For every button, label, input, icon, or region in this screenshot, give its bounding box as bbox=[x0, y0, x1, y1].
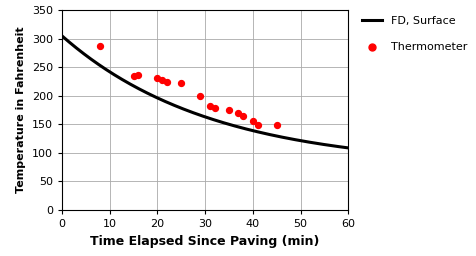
Thermometer bbox=[253, 123, 261, 127]
Legend: FD, Surface, Thermometer: FD, Surface, Thermometer bbox=[362, 16, 466, 52]
FD, Surface bbox=[214, 119, 219, 122]
FD, Surface bbox=[197, 113, 202, 116]
FD, Surface bbox=[59, 34, 65, 37]
FD, Surface bbox=[345, 146, 350, 150]
Thermometer bbox=[248, 120, 256, 124]
FD, Surface bbox=[195, 113, 200, 116]
Thermometer bbox=[225, 108, 232, 112]
Thermometer bbox=[158, 78, 166, 82]
FD, Surface bbox=[293, 138, 299, 142]
Y-axis label: Temperature in Fahrenheit: Temperature in Fahrenheit bbox=[16, 27, 26, 193]
Thermometer bbox=[210, 106, 218, 110]
X-axis label: Time Elapsed Since Paving (min): Time Elapsed Since Paving (min) bbox=[90, 234, 319, 248]
Thermometer bbox=[196, 94, 204, 98]
Thermometer bbox=[177, 81, 185, 85]
Thermometer bbox=[163, 80, 170, 84]
Thermometer bbox=[234, 111, 242, 115]
Thermometer bbox=[153, 76, 161, 80]
Thermometer bbox=[272, 123, 280, 127]
Thermometer bbox=[239, 114, 247, 118]
Thermometer bbox=[134, 73, 142, 77]
Thermometer bbox=[206, 103, 213, 108]
FD, Surface bbox=[229, 124, 235, 127]
Line: FD, Surface: FD, Surface bbox=[62, 36, 347, 148]
Thermometer bbox=[129, 74, 137, 78]
Thermometer bbox=[96, 44, 104, 48]
FD, Surface bbox=[338, 145, 344, 148]
